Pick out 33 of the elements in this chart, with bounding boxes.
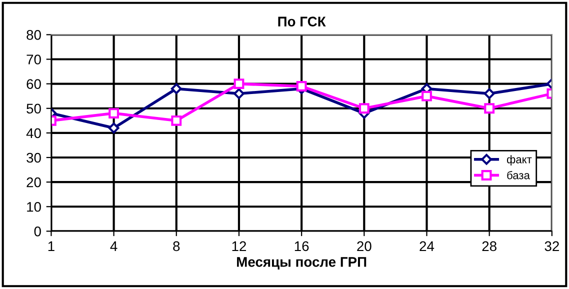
y-tick-label: 50 xyxy=(26,104,41,114)
x-tick-label: 16 xyxy=(294,241,309,252)
x-tick-label: 20 xyxy=(357,241,372,252)
point xyxy=(171,115,182,126)
point xyxy=(108,122,120,134)
y-tick-label: 10 xyxy=(27,202,41,212)
y-tick-label: 60 xyxy=(26,79,41,89)
x-tick-label: 4 xyxy=(110,241,118,251)
point xyxy=(484,103,495,114)
point xyxy=(484,88,495,100)
x-tick-label: 12 xyxy=(232,241,246,251)
point xyxy=(422,90,432,102)
x-tick-label: 24 xyxy=(420,241,434,251)
chart-title: По ГСК xyxy=(278,16,326,26)
x-tick-label: 32 xyxy=(544,241,559,252)
y-tick-label: 20 xyxy=(26,177,41,188)
legend-label: база xyxy=(507,170,530,180)
x-tick-label: 28 xyxy=(482,241,496,252)
point xyxy=(170,83,182,94)
y-tick-label: 70 xyxy=(26,54,41,64)
point xyxy=(108,108,120,118)
point xyxy=(358,103,370,114)
y-tick-label: 40 xyxy=(26,128,41,138)
x-tick-label: 1 xyxy=(48,241,54,251)
y-tick-label: 80 xyxy=(26,30,41,40)
point xyxy=(234,88,244,100)
x-axis-title: Месяцы после ГРП xyxy=(237,257,366,270)
point xyxy=(234,78,244,90)
y-tick-label: 30 xyxy=(26,152,41,163)
legend-label: факт xyxy=(506,155,532,166)
y-tick-label: 0 xyxy=(34,226,41,236)
point xyxy=(296,81,307,92)
x-tick-label: 8 xyxy=(173,241,180,252)
